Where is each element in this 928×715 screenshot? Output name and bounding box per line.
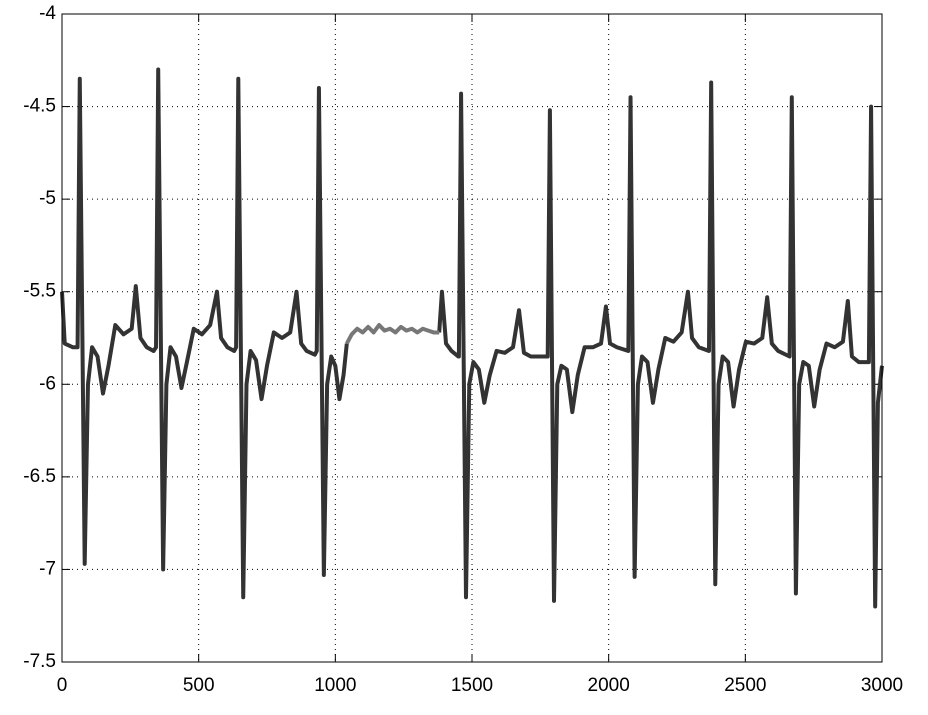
- data-line: [60, 67, 884, 609]
- y-tick-label: -4.5: [23, 96, 56, 117]
- y-tick-label: -4: [39, 3, 56, 24]
- y-tick-label: -7: [39, 558, 56, 579]
- x-tick-label: 2500: [724, 675, 766, 696]
- y-tick-label: -6.5: [23, 466, 56, 487]
- plot-frame: [61, 13, 883, 663]
- x-tick-label: 1000: [314, 675, 356, 696]
- x-tick-label: 3000: [861, 675, 903, 696]
- y-tick-label: -5.5: [23, 281, 56, 302]
- x-tick-label: 500: [183, 675, 215, 696]
- x-tick-label: 0: [57, 675, 68, 696]
- x-tick-label: 2000: [588, 675, 630, 696]
- y-tick-label: -6: [39, 373, 56, 394]
- x-tick-label: 1500: [451, 675, 493, 696]
- y-tick-label: -7.5: [23, 651, 56, 672]
- data-line: [345, 323, 440, 345]
- y-tick-label: -5: [39, 188, 56, 209]
